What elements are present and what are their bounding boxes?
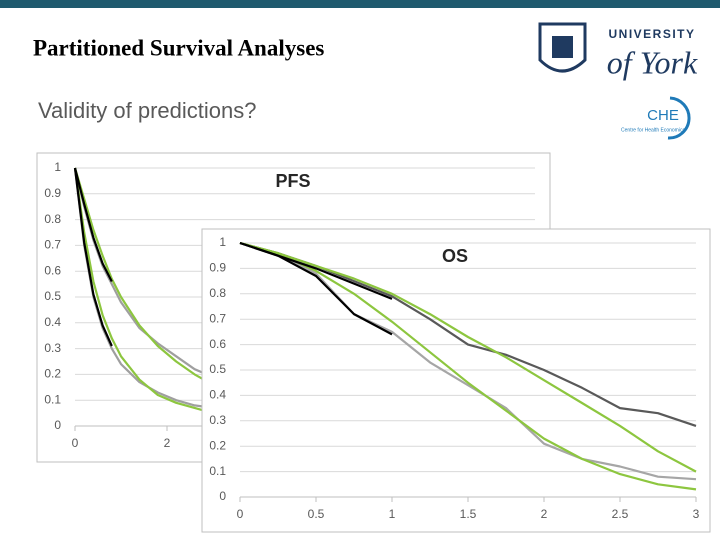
survival-curve (239, 241, 697, 473)
y-tick-label: 0.8 (44, 212, 61, 226)
y-tick-label: 1 (219, 235, 226, 249)
che-full-text: Centre for Health Economics (621, 127, 685, 133)
slide-subtitle: Validity of predictions? (38, 98, 257, 123)
y-tick-label: 0.7 (44, 238, 61, 252)
y-tick-label: 0 (54, 418, 61, 432)
university-text: UNIVERSITY (608, 27, 695, 41)
y-tick-label: 0.7 (209, 311, 226, 325)
slide-title: Partitioned Survival Analyses (33, 35, 324, 60)
y-tick-label: 0.3 (44, 341, 61, 355)
y-tick-label: 0.2 (209, 438, 226, 452)
y-tick-label: 0.4 (44, 315, 61, 329)
x-tick-label: 2.5 (612, 507, 629, 521)
york-logo: UNIVERSITY of York (538, 22, 698, 80)
y-tick-label: 0.8 (209, 286, 226, 300)
y-tick-label: 0.9 (44, 186, 61, 200)
che-bg (612, 94, 712, 140)
chart: 0 0.1 0.2 0.3 0.4 0.5 0.6 0.7 0.8 0.9 1 0 0.5 1 1.5 2 2.… (201, 228, 711, 533)
y-tick-label: 0.5 (44, 289, 61, 303)
x-tick-label: 2 (164, 436, 171, 450)
y-tick-label: 0.9 (209, 261, 226, 275)
survival-curve (73, 167, 113, 347)
y-tick-label: 0.1 (44, 392, 61, 406)
y-tick-label: 0.6 (44, 263, 61, 277)
crest-detail (552, 36, 573, 58)
che-arc (667, 96, 691, 140)
x-tick-label: 1 (389, 507, 396, 521)
x-tick-label: 1.5 (460, 507, 477, 521)
york-text: of York (607, 44, 698, 80)
y-tick-label: 0 (219, 489, 226, 503)
survival-curve (73, 167, 113, 283)
x-tick-label: 0 (237, 507, 244, 521)
y-tick-label: 0.3 (209, 413, 226, 427)
x-tick-label: 0.5 (308, 507, 325, 521)
survival-curve (239, 241, 393, 336)
che-text: CHE (647, 107, 679, 124)
y-tick-label: 0.6 (209, 337, 226, 351)
y-tick-label: 0.5 (209, 362, 226, 376)
x-tick-label: 0 (72, 436, 79, 450)
x-tick-label: 2 (541, 507, 548, 521)
chart-frame (201, 228, 711, 533)
survival-curve (239, 241, 697, 481)
chart-title: OS (442, 246, 468, 266)
y-tick-label: 0.1 (209, 464, 226, 478)
top-bar (0, 0, 720, 8)
survival-curve (239, 241, 697, 491)
y-tick-label: 1 (54, 160, 61, 174)
che-logo: CHE Centre for Health Economics (612, 94, 712, 140)
y-tick-label: 0.4 (209, 388, 226, 402)
y-tick-label: 0.2 (44, 367, 61, 381)
chart-title: PFS (275, 171, 310, 191)
x-tick-label: 3 (693, 507, 700, 521)
